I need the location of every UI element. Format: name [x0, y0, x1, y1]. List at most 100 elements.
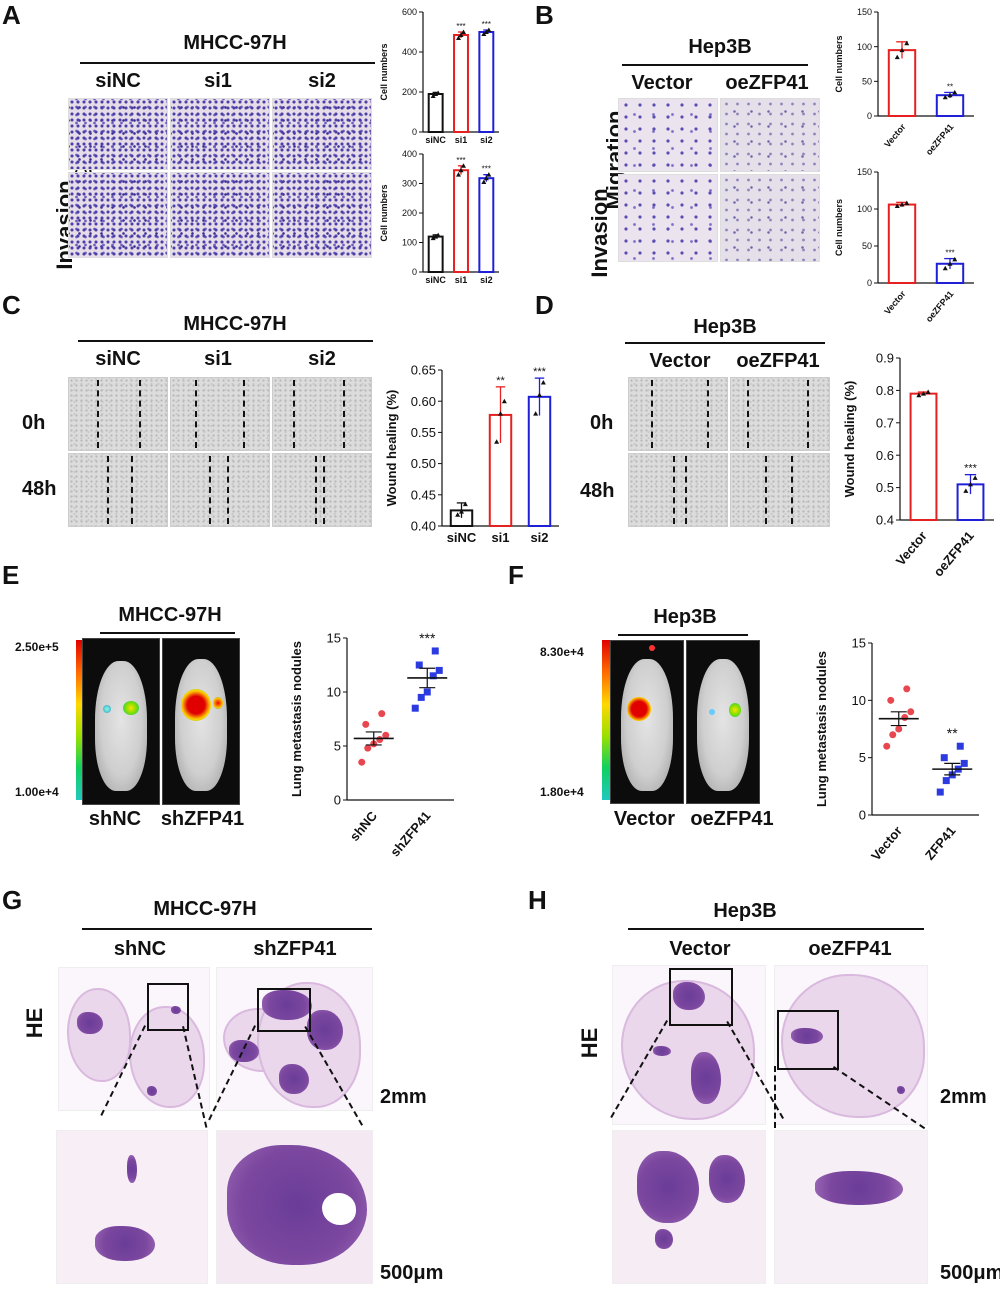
label-sinc-a: siNC	[95, 70, 141, 92]
data-point	[430, 235, 436, 241]
data-point	[894, 54, 900, 60]
he-highmag-oezfp41	[774, 1130, 928, 1284]
significance-label: ***	[456, 156, 465, 165]
y-tick-label: 400	[402, 149, 417, 159]
bar	[935, 94, 965, 117]
row-label-he-h: HE	[577, 1027, 602, 1059]
y-tick-label: 50	[862, 241, 872, 251]
wound-d-0h-oezfp41	[730, 377, 830, 451]
label-vector-b: Vector	[631, 72, 693, 94]
panel-label-b: B	[535, 0, 554, 30]
x-tick-label: si1	[491, 530, 509, 545]
chart-a-migration: 0 200 400 600 Cell numbers siNC *** si1 *** si2	[379, 7, 499, 145]
data-point	[972, 475, 978, 480]
row-label-48h-d: 48h	[580, 480, 615, 502]
data-point	[376, 736, 384, 744]
y-tick-label: 15	[327, 631, 341, 646]
y-tick-label: 0.45	[411, 487, 436, 502]
he-lowmag-shnc	[58, 967, 210, 1111]
wound-d-48h-oezfp41	[730, 453, 830, 527]
y-axis-label: Cell numbers	[834, 35, 844, 92]
bar	[478, 31, 495, 133]
data-point	[483, 175, 489, 181]
x-tick-label: shNC	[347, 808, 381, 844]
scalebar-low-h: 2mm	[940, 1086, 987, 1108]
y-tick-label: 5	[334, 739, 341, 754]
data-point	[498, 411, 503, 416]
micrograph-b-migration-oezfp41	[720, 98, 820, 172]
colorbar-min-f: 1.80e+4	[540, 785, 584, 799]
y-axis-label: Cell numbers	[379, 184, 389, 241]
data-point	[433, 234, 439, 239]
x-tick-label: si2	[480, 275, 493, 285]
zoom-box-g-shzfp41	[257, 988, 311, 1032]
bar	[887, 49, 917, 118]
x-tick-label: Vector	[882, 288, 908, 316]
chart-d: 0.4 0.5 0.6 0.7 0.8 0.9 Wound healing (%) Vecto…	[842, 351, 994, 579]
micrograph-b-migration-vector	[618, 98, 718, 172]
data-point	[423, 688, 431, 696]
y-axis-label: Cell numbers	[834, 199, 844, 256]
y-tick-label: 0.5	[876, 480, 894, 495]
panel-label-g: G	[2, 885, 23, 915]
bar	[427, 93, 444, 133]
data-point	[430, 93, 436, 98]
micrograph-a-invasion-si1	[170, 172, 270, 258]
he-highmag-shzfp41	[216, 1130, 373, 1284]
micrograph-a-migration-si1	[170, 98, 270, 170]
title-f: Hep3B	[653, 606, 717, 628]
label-vector-h: Vector	[669, 938, 731, 960]
data-point	[358, 758, 366, 766]
y-tick-label: 0.40	[411, 519, 436, 534]
scalebar-high-g: 500μm	[380, 1262, 444, 1284]
wound-c-48h-si1	[170, 453, 270, 527]
data-point	[364, 744, 372, 752]
label-oezfp41-b: oeZFP41	[725, 72, 809, 94]
wound-c-48h-sinc	[68, 453, 168, 527]
x-tick-label: si2	[530, 530, 548, 545]
wound-d-0h-vector	[628, 377, 728, 451]
micrograph-b-invasion-vector	[618, 174, 718, 262]
data-point	[942, 265, 948, 271]
chart-f: 0 5 10 15 Lung metastasis nodules Vector ** ZFP…	[814, 636, 979, 863]
y-tick-label: 200	[402, 208, 417, 218]
significance-label: **	[947, 82, 953, 91]
title-line-a	[80, 62, 375, 64]
data-point	[461, 163, 467, 168]
y-tick-label: 15	[852, 636, 866, 651]
y-tick-label: 100	[857, 204, 872, 214]
data-point	[947, 261, 953, 266]
wound-d-48h-vector	[628, 453, 728, 527]
data-point	[462, 501, 468, 507]
data-point	[458, 167, 464, 173]
x-tick-label: Vector	[868, 823, 905, 863]
title-line-d	[625, 342, 825, 344]
mouse-image-shnc	[82, 638, 160, 805]
panel-label-e: E	[2, 560, 20, 590]
data-point	[459, 509, 464, 514]
title-c: MHCC-97H	[183, 313, 287, 335]
bar	[478, 177, 495, 273]
title-line-g	[82, 928, 372, 930]
data-point	[461, 29, 467, 34]
y-tick-label: 0.60	[411, 394, 436, 409]
y-tick-label: 0.8	[876, 383, 894, 398]
x-tick-label: si1	[455, 135, 468, 145]
title-line-f	[618, 634, 748, 636]
data-point	[942, 777, 950, 785]
label-oezfp41-d: oeZFP41	[736, 350, 820, 372]
data-point	[960, 759, 968, 767]
data-point	[899, 47, 905, 53]
data-point	[889, 731, 897, 739]
mouse-image-vector	[610, 640, 684, 804]
y-axis-label: Wound healing (%)	[384, 390, 399, 507]
x-tick-label: Vector	[893, 528, 930, 568]
data-point	[435, 666, 443, 674]
y-tick-label: 0	[334, 793, 341, 808]
he-lowmag-vector	[612, 965, 766, 1125]
x-tick-label: oeZFP41	[930, 528, 976, 579]
chart-a-invasion: 0 100 200 300 400 Cell numbers siNC *** si1 *** si…	[379, 149, 499, 285]
label-shnc-e: shNC	[88, 808, 142, 830]
data-point	[904, 40, 910, 46]
x-tick-label: siNC	[447, 530, 477, 545]
